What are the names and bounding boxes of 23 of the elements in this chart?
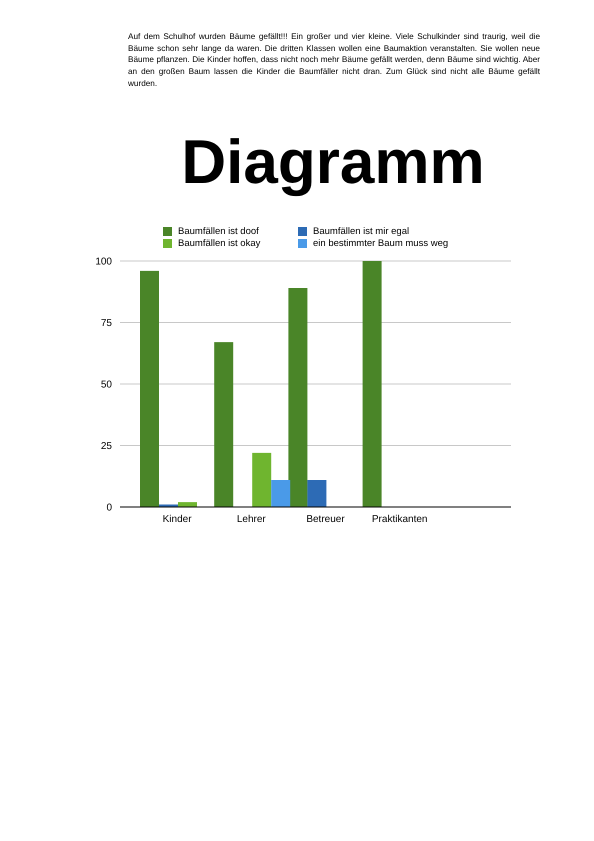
bar	[178, 502, 197, 507]
x-tick-label: Praktikanten	[372, 514, 428, 526]
text: Auf dem Schulhof wurden Bäume gefällt!!! Ein großer und vier kleine. Viele Schulkinder sind traurig, weil die Bäume schon sehr lange da waren. Die dritten Klassen wollen eine Baumaktion veranstalten. Sie wollen neue Bäume pflanzen. Die Kinder hoffen, dass nicht noch mehr Bäume gefällt werden, denn Bäume sind wichtig. Aber an den großen Baum lassen die Kinder die Baumfäller nicht dran. Zum Glück sind nicht alle Bäume gefällt wurden.	[128, 31, 540, 90]
bar	[271, 480, 290, 507]
legend-label: Baumfällen ist okay	[178, 238, 260, 249]
bar	[140, 270, 159, 507]
legend-label: ein bestimmter Baum muss weg	[313, 238, 448, 249]
x-tick-label: Betreuer	[306, 514, 346, 526]
y-tick-label: 75	[100, 318, 112, 330]
legend-label: Baumfällen ist doof	[178, 226, 259, 237]
chart-title: Diagramm	[180, 128, 486, 198]
bar	[214, 342, 234, 507]
y-tick-label: 0	[106, 502, 112, 514]
x-tick-label: Kinder	[162, 514, 192, 526]
bar	[288, 288, 308, 507]
bar	[307, 480, 326, 507]
y-tick-label: 100	[95, 256, 112, 268]
x-tick-label: Lehrer	[236, 514, 266, 526]
legend-label: Baumfällen ist mir egal	[313, 226, 410, 237]
bar	[362, 261, 382, 507]
y-tick-label: 25	[100, 441, 112, 452]
bar	[252, 452, 272, 507]
y-tick-label: 50	[100, 380, 112, 391]
